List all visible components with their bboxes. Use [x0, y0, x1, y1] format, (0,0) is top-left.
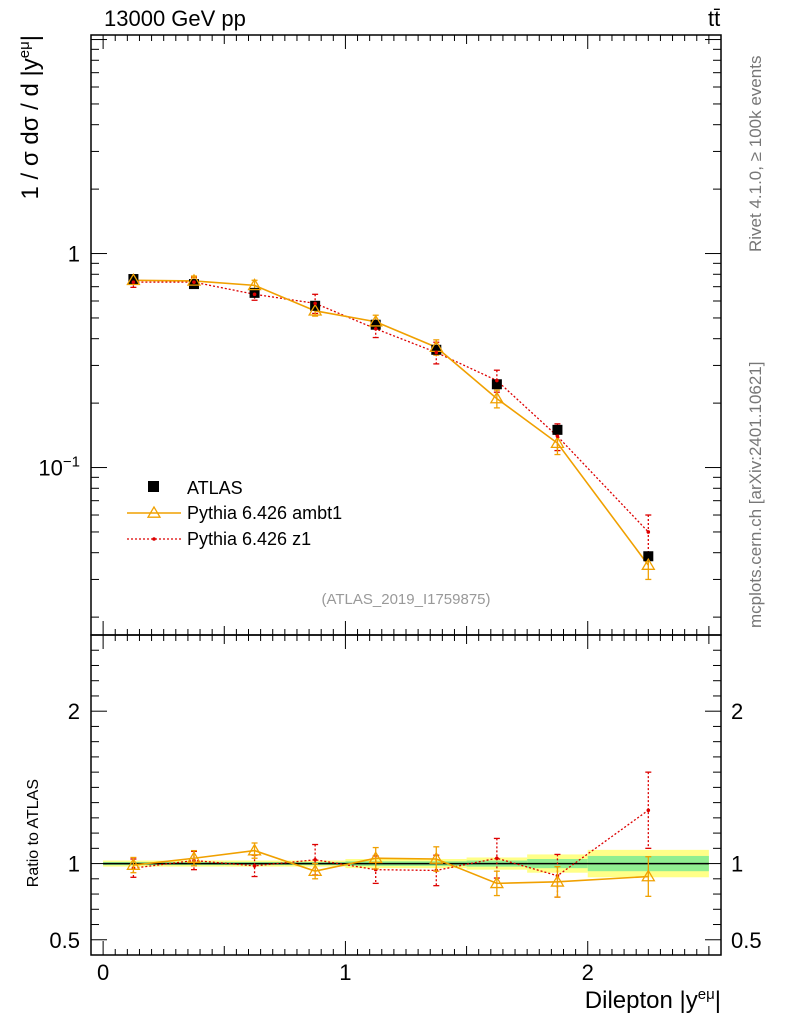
x-tick-label: 0: [97, 960, 109, 985]
ambt1-ratio-point: [307, 863, 323, 877]
ambt1-point: [247, 278, 262, 291]
y-tick-label: 10−1: [38, 454, 80, 481]
ambt1-point: [126, 272, 141, 286]
ambt1-ratio-point: [641, 869, 656, 882]
z1-point: [555, 434, 560, 439]
atlas-data-point: [128, 274, 139, 285]
legend-ambt1-marker: [146, 505, 162, 518]
z1-point: [434, 350, 439, 355]
legend-z1-label: Pythia 6.426 z1: [187, 529, 311, 549]
x-tick-label: 2: [582, 960, 594, 985]
z1-ratio-point: [495, 856, 499, 861]
ambt1-ratio-point: [489, 876, 505, 889]
ratio-frame: [90, 634, 722, 956]
ambt1-point: [489, 391, 505, 404]
ambt1-point: [550, 435, 565, 449]
ambt1-ratio-point: [550, 874, 565, 887]
ratio-y-tick-label: 2: [68, 699, 80, 724]
ambt1-ratio-point: [429, 851, 444, 864]
ratio-y-tick-label: 1: [68, 852, 80, 877]
z1-point: [313, 301, 317, 306]
atlas-data-point: [188, 279, 199, 290]
z1-point: [131, 280, 136, 284]
ambt1-point: [641, 557, 656, 570]
legend-atlas-marker: [148, 481, 159, 492]
legend-z1-marker: [152, 537, 156, 541]
z1-point: [192, 280, 196, 284]
ratio-y-tick-label: 0.5: [49, 928, 80, 953]
z1-ratio-point: [252, 864, 257, 868]
ambt1-ratio-point: [186, 850, 202, 864]
atlas-data-point: [370, 319, 381, 330]
ambt1-ratio-point: [368, 850, 383, 864]
ambt1-point: [368, 314, 383, 327]
x-axis-label: Dilepton |yeμ|: [585, 986, 721, 1014]
z1-point: [646, 530, 651, 534]
y-axis-label: 1 / σ dσ / d |yeμ|: [16, 35, 44, 199]
atlas-data-point: [431, 344, 442, 355]
process-label: tt̄: [708, 6, 721, 31]
z1-point: [495, 378, 499, 383]
legend-atlas-label: ATLAS: [187, 478, 243, 498]
z1-ratio-point: [646, 808, 651, 813]
legend-ambt1-label: Pythia 6.426 ambt1: [187, 503, 342, 523]
atlas-data-point: [491, 379, 502, 390]
y-tick-label: 1: [68, 242, 80, 267]
atlas-data-point: [643, 551, 654, 562]
ambt1-point: [186, 273, 202, 286]
z1-point: [252, 292, 257, 297]
z1-point: [373, 326, 378, 331]
ambt1-ratio-point: [126, 857, 141, 870]
x-tick-label: 1: [339, 960, 351, 985]
z1-ratio-point: [313, 857, 317, 862]
ambt1-ratio-point: [247, 843, 262, 856]
atlas-data-point: [552, 424, 563, 435]
legend: ATLAS Pythia 6.426 ambt1 Pythia 6.426 z1: [127, 478, 342, 549]
ratio-y-tick-label-right: 2: [731, 699, 743, 724]
ratio-y-tick-label-right: 0.5: [731, 928, 762, 953]
ratio-y-axis-label: Ratio to ATLAS: [25, 779, 42, 887]
analysis-label: (ATLAS_2019_I1759875): [321, 591, 490, 608]
ratio-y-tick-label-right: 1: [731, 852, 743, 877]
plot-title: 13000 GeV pp: [104, 6, 246, 31]
main-panel: [126, 272, 656, 581]
ratio-panel: [103, 771, 709, 898]
ambt1-point: [307, 303, 323, 316]
